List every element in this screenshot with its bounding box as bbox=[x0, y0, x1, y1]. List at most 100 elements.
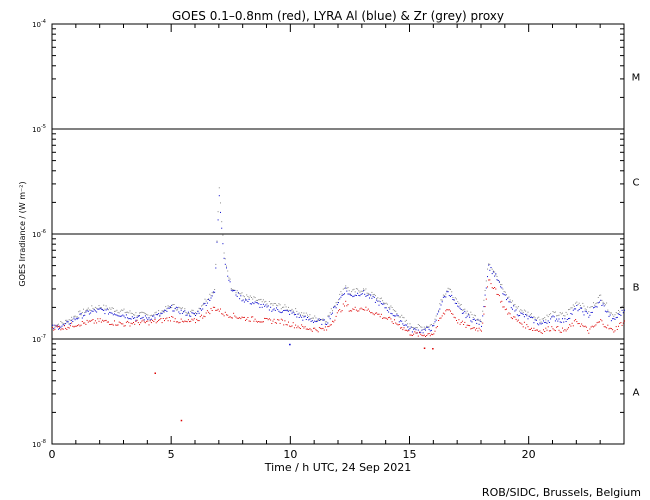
lyra_al-point bbox=[186, 314, 188, 316]
lyra_al-point bbox=[221, 227, 223, 229]
lyra_al-point bbox=[622, 312, 624, 314]
lyra_zr-point bbox=[272, 304, 274, 306]
lyra_zr-point bbox=[166, 308, 168, 310]
lyra_zr-point bbox=[161, 310, 163, 312]
lyra_zr-point bbox=[119, 310, 121, 312]
lyra_al-point bbox=[365, 295, 367, 297]
lyra_zr-point bbox=[547, 316, 549, 318]
goes-point bbox=[131, 323, 133, 325]
lyra_zr-point bbox=[614, 314, 616, 316]
goes-point bbox=[296, 327, 298, 329]
lyra_al-point bbox=[496, 279, 498, 281]
lyra_al-point bbox=[273, 308, 275, 310]
goes-point bbox=[478, 327, 480, 329]
lyra_al-point bbox=[164, 309, 165, 311]
lyra_al-point bbox=[218, 195, 220, 197]
goes-point bbox=[562, 327, 563, 329]
lyra_al-point bbox=[612, 318, 614, 320]
lyra_zr-point bbox=[327, 315, 329, 317]
lyra_al-point bbox=[512, 308, 513, 310]
lyra_al-point bbox=[220, 211, 221, 213]
lyra_zr-point bbox=[276, 304, 277, 306]
lyra_zr-point bbox=[513, 304, 515, 306]
lyra_al-point bbox=[330, 313, 332, 315]
lyra_al-point bbox=[534, 319, 536, 321]
lyra_zr-point bbox=[87, 307, 89, 309]
lyra_zr-point bbox=[621, 306, 623, 307]
class-label-m: M bbox=[632, 73, 641, 84]
lyra_al-point bbox=[346, 290, 348, 292]
lyra_al-point bbox=[391, 313, 393, 315]
lyra_zr-point bbox=[581, 307, 583, 309]
lyra_al-point bbox=[236, 295, 238, 297]
lyra_zr-point bbox=[284, 304, 286, 306]
lyra_al-point bbox=[396, 314, 398, 316]
goes-point bbox=[439, 317, 441, 319]
goes-point bbox=[116, 324, 118, 326]
lyra_zr-point bbox=[328, 314, 330, 316]
lyra_al-point bbox=[233, 290, 235, 292]
lyra_al-point bbox=[98, 308, 100, 310]
lyra_al-point bbox=[318, 319, 320, 321]
lyra_zr-point bbox=[522, 311, 524, 313]
goes-point bbox=[447, 309, 449, 311]
goes-point bbox=[419, 331, 420, 333]
goes-point bbox=[500, 301, 502, 303]
lyra_al-point bbox=[461, 312, 463, 314]
lyra_zr-point bbox=[123, 308, 125, 310]
lyra_zr-point bbox=[585, 309, 587, 311]
lyra_zr-point bbox=[395, 310, 397, 312]
lyra_zr-point bbox=[452, 297, 454, 298]
lyra_al-point bbox=[118, 315, 120, 317]
goes-point bbox=[395, 322, 397, 324]
goes-point bbox=[590, 326, 592, 328]
lyra_al-point bbox=[165, 309, 167, 311]
lyra_al-point bbox=[479, 320, 481, 322]
goes-point bbox=[386, 318, 388, 320]
goes-point bbox=[552, 328, 554, 330]
goes-point bbox=[159, 319, 161, 321]
goes-point bbox=[506, 308, 507, 310]
lyra_zr-point bbox=[146, 313, 148, 315]
goes-point bbox=[371, 312, 373, 314]
lyra_zr-point bbox=[321, 319, 323, 320]
lyra_al-point bbox=[366, 295, 368, 296]
lyra_zr-point bbox=[177, 309, 179, 311]
goes-point bbox=[534, 330, 536, 331]
lyra_al-point bbox=[190, 315, 192, 317]
lyra_al-point bbox=[272, 309, 274, 311]
lyra_al-point bbox=[385, 307, 387, 309]
lyra_al-point bbox=[239, 298, 241, 300]
goes-point bbox=[467, 324, 469, 326]
lyra_zr-point bbox=[246, 294, 248, 296]
goes-point bbox=[488, 279, 490, 281]
goes-point bbox=[575, 319, 577, 321]
lyra_al-point bbox=[90, 312, 92, 314]
lyra_al-point bbox=[116, 314, 118, 316]
lyra_zr-point bbox=[447, 287, 449, 289]
lyra_zr-point bbox=[479, 319, 481, 321]
goes-point bbox=[403, 327, 405, 329]
goes-point bbox=[427, 333, 429, 335]
lyra_al-point bbox=[136, 317, 138, 318]
lyra_zr-point bbox=[434, 318, 436, 320]
lyra_al-point bbox=[255, 302, 257, 304]
goes-point bbox=[545, 327, 547, 329]
lyra_al-point bbox=[560, 321, 562, 323]
goes-point bbox=[222, 313, 224, 315]
goes-point bbox=[523, 321, 525, 323]
goes-point bbox=[308, 329, 310, 330]
lyra_al-point bbox=[52, 324, 53, 326]
goes-point bbox=[557, 326, 559, 327]
lyra_al-point bbox=[358, 294, 360, 296]
lyra_al-point bbox=[159, 315, 161, 317]
goes-point bbox=[560, 331, 562, 333]
lyra_zr-point bbox=[221, 221, 223, 223]
lyra_zr-point bbox=[608, 311, 610, 313]
goes-point bbox=[332, 320, 333, 322]
lyra_zr-point bbox=[487, 268, 488, 270]
goes-point bbox=[378, 313, 380, 315]
lyra_al-point bbox=[247, 301, 249, 302]
goes-point bbox=[110, 324, 112, 325]
goes-point bbox=[189, 321, 190, 323]
